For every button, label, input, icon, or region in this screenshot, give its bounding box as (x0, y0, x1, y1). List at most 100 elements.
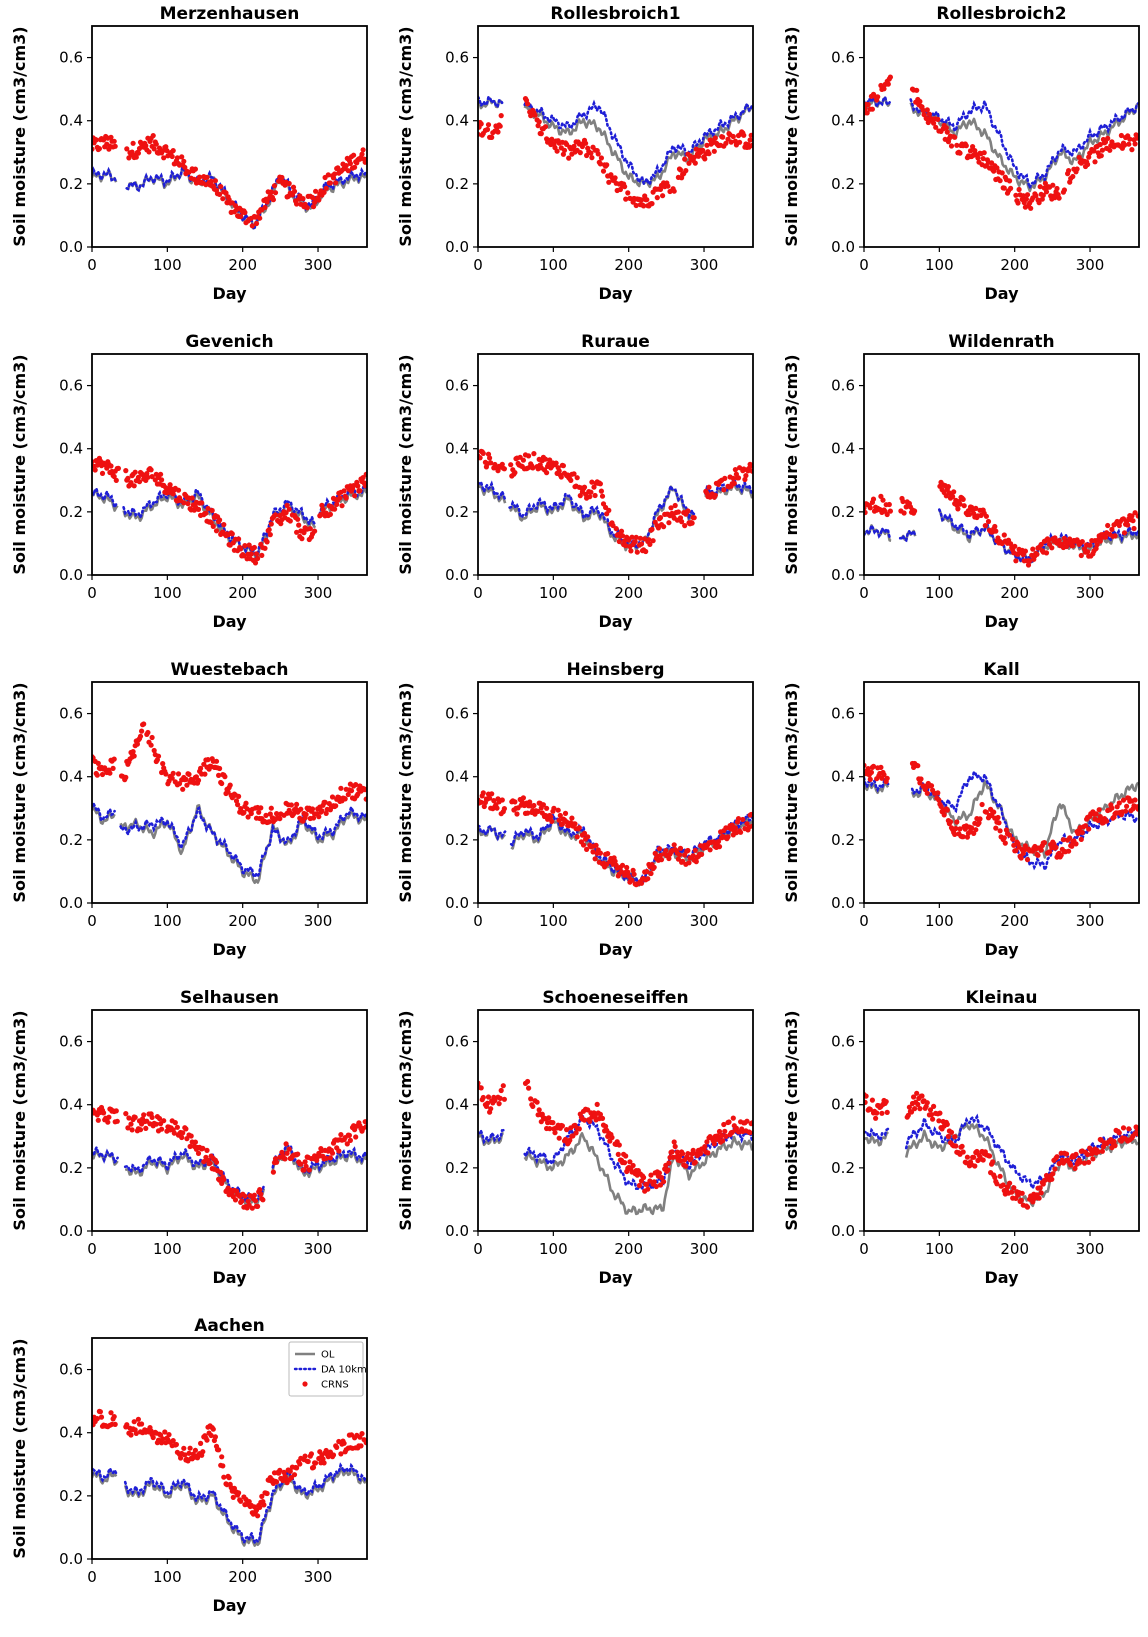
y-tick-label: 0.2 (59, 1487, 83, 1505)
y-tick-label: 0.2 (831, 1159, 855, 1177)
crns-point (320, 1456, 326, 1462)
crns-point (704, 142, 710, 148)
crns-point (599, 1115, 606, 1121)
crns-point (1092, 159, 1098, 165)
crns-point (1030, 1199, 1036, 1205)
panel-title: Gevenich (185, 332, 273, 352)
crns-point (334, 501, 340, 507)
crns-point (883, 1099, 889, 1105)
crns-point (255, 555, 261, 562)
crns-point (149, 474, 155, 480)
crns-point (149, 1114, 155, 1120)
crns-point (327, 511, 333, 517)
crns-point (554, 148, 560, 154)
crns-point (1091, 148, 1097, 154)
crns-point (933, 124, 939, 130)
y-tick-label: 0.6 (59, 377, 83, 395)
crns-point (1043, 550, 1050, 556)
crns-point (629, 534, 635, 540)
crns-point (95, 760, 101, 767)
crns-point (912, 508, 918, 514)
crns-point (948, 1129, 955, 1135)
crns-point (923, 115, 929, 121)
x-tick-label: 300 (690, 584, 719, 602)
crns-point (161, 155, 167, 161)
crns-point (864, 1093, 869, 1099)
x-axis-label: Day (984, 940, 1019, 959)
crns-point (748, 132, 753, 138)
crns-point (258, 1191, 264, 1197)
crns-point (1007, 178, 1013, 184)
crns-point (494, 805, 500, 811)
crns-point (253, 551, 260, 557)
crns-point (181, 1445, 187, 1451)
crns-point (217, 517, 223, 523)
crns-point (1086, 826, 1092, 832)
crns-point (997, 178, 1003, 184)
crns-point (924, 1100, 930, 1106)
crns-point (301, 530, 307, 536)
crns-point (649, 526, 655, 533)
crns-point (584, 152, 590, 159)
crns-point (94, 772, 100, 778)
crns-point (1116, 1130, 1122, 1136)
crns-point (679, 519, 685, 525)
crns-point (957, 150, 963, 156)
crns-point (1007, 832, 1013, 838)
crns-point (255, 1513, 261, 1519)
crns-point (715, 838, 722, 845)
crns-point (512, 470, 518, 476)
crns-point (295, 1151, 301, 1157)
y-tick-label: 0.0 (445, 1222, 469, 1240)
axes-frame (477, 353, 754, 576)
crns-point (178, 1455, 184, 1461)
crns-point (146, 149, 152, 155)
crns-point (705, 1150, 711, 1156)
crns-point (1129, 513, 1135, 519)
panel-kleinau: Kleinau 0.0 0.2 0.4 0.6 0 100 200 300 Day Soil moi… (782, 988, 1140, 1287)
crns-point (484, 126, 491, 133)
crns-point (598, 155, 605, 161)
panel-kall: Kall 0.0 0.2 0.4 0.6 0 100 200 300 Day Soil moistu… (782, 660, 1140, 959)
crns-point (160, 1436, 166, 1442)
crns-point (185, 501, 191, 507)
crns-point (305, 1458, 311, 1465)
x-axis-label: Day (598, 1268, 633, 1287)
crns-point (1098, 153, 1104, 159)
crns-point (327, 1155, 333, 1161)
y-tick-label: 0.4 (59, 1096, 83, 1114)
crns-point (641, 1174, 647, 1181)
crns-point (313, 188, 319, 194)
crns-point (1085, 1151, 1091, 1158)
crns-point (618, 528, 625, 534)
crns-point (1086, 1159, 1092, 1165)
crns-point (128, 1121, 134, 1127)
crns-point (499, 797, 505, 803)
crns-point (238, 214, 244, 220)
panel-title: Ruraue (581, 332, 650, 352)
crns-point (341, 1440, 347, 1446)
crns-point (549, 818, 555, 825)
crns-point (219, 780, 225, 787)
crns-point (1019, 1190, 1025, 1196)
crns-point (113, 1108, 119, 1114)
crns-point (295, 516, 301, 522)
legend-label: DA 10km (321, 1365, 367, 1376)
crns-point (487, 795, 493, 801)
crns-point (1116, 522, 1122, 529)
crns-point (666, 855, 672, 862)
crns-point (1109, 139, 1115, 145)
crns-point (657, 515, 664, 521)
crns-point (174, 1124, 180, 1130)
series-da-line (864, 1113, 1139, 1192)
crns-point (986, 1153, 993, 1159)
crns-point (677, 845, 684, 851)
crns-point (268, 189, 274, 195)
crns-point (302, 1453, 308, 1459)
crns-point (226, 1475, 232, 1481)
crns-point (571, 143, 577, 149)
axes-frame (91, 1337, 368, 1560)
y-axis-label: Soil moisture (cm3/cm3) (396, 682, 415, 902)
crns-point (92, 467, 98, 473)
y-tick-label: 0.0 (59, 894, 83, 912)
